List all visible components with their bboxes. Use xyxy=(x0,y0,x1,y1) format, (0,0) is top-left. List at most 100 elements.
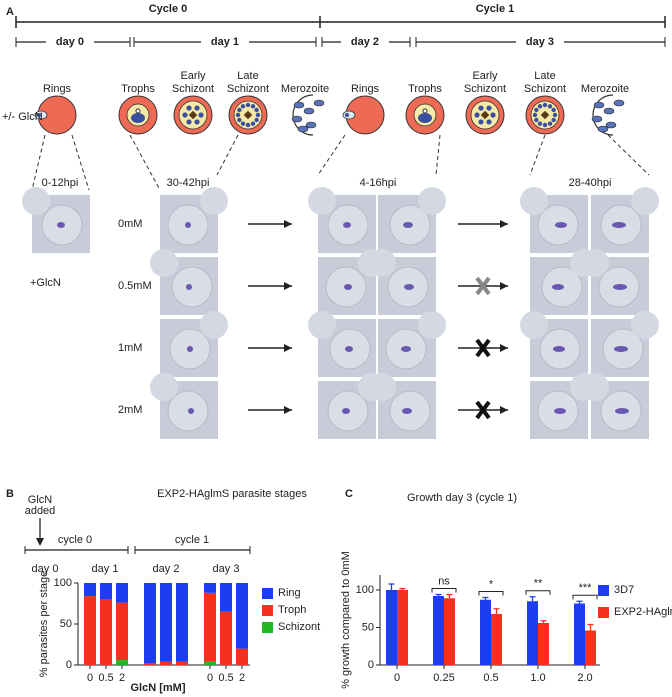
parasite-image xyxy=(342,408,350,414)
bar xyxy=(444,598,455,665)
nucleus xyxy=(532,112,538,118)
nucleus xyxy=(237,117,242,123)
day-label: day 2 xyxy=(351,36,379,48)
bar-segment xyxy=(144,583,156,664)
bar-segment xyxy=(204,592,216,662)
parasite-image xyxy=(613,284,627,290)
nucleus xyxy=(194,105,200,111)
legend-label: Ring xyxy=(278,587,301,599)
bar-segment xyxy=(84,596,96,665)
annotation: GlcN xyxy=(28,494,53,506)
timepoint-label: 0-12hpi xyxy=(42,177,79,189)
parasite-image xyxy=(555,222,567,228)
parasite-image xyxy=(188,408,194,414)
rule xyxy=(529,134,546,176)
error-bar xyxy=(540,620,547,623)
bar-segment xyxy=(236,583,248,649)
timepoint-label: 4-16hpi xyxy=(360,177,397,189)
bar-segment xyxy=(160,583,172,662)
parasite-image xyxy=(187,346,193,352)
day-label: day 1 xyxy=(92,563,119,575)
legend-swatch xyxy=(262,588,273,599)
bar-segment xyxy=(220,583,232,612)
parasite-image xyxy=(404,284,414,290)
parasite-image xyxy=(343,222,351,228)
cycle-label: Cycle 0 xyxy=(149,3,188,15)
nucleus xyxy=(182,112,188,118)
sig-bracket xyxy=(525,590,551,595)
cycle-label: Cycle 1 xyxy=(476,3,515,15)
rule xyxy=(129,134,161,191)
sig-bracket xyxy=(478,591,504,596)
bar xyxy=(397,590,408,665)
nucleus xyxy=(537,104,543,109)
day-label: day 3 xyxy=(213,563,240,575)
rbc-image xyxy=(368,249,396,277)
stage-label: Trophs xyxy=(121,83,155,95)
error-bar xyxy=(482,596,489,600)
arrowhead xyxy=(500,406,508,414)
x-tick-label: 0 xyxy=(87,672,93,684)
x-tick-label: 2 xyxy=(119,672,125,684)
rbc-image xyxy=(418,187,446,215)
rbc-image xyxy=(520,311,548,339)
merozoite xyxy=(597,125,609,133)
significance-label: ** xyxy=(534,578,543,590)
rule xyxy=(607,134,650,176)
nucleus xyxy=(542,102,548,108)
chart-title: EXP2-HAglmS parasite stages xyxy=(157,488,307,500)
merozoite xyxy=(613,99,625,107)
x-axis-label: GlcN [mM] xyxy=(131,682,186,694)
bar xyxy=(527,601,538,665)
merozoite-membrane xyxy=(292,94,314,136)
parasite-image xyxy=(614,346,628,352)
nucleus xyxy=(237,107,242,113)
dot xyxy=(135,108,141,114)
concentration-label: 1mM xyxy=(118,342,142,354)
stage-label: Rings xyxy=(42,83,72,95)
hemozoin xyxy=(480,110,490,120)
bar xyxy=(538,623,549,665)
rbc-image xyxy=(150,249,178,277)
nucleus xyxy=(490,112,496,118)
panel-letter: A xyxy=(6,6,14,18)
parasite-image xyxy=(185,222,191,228)
nucleus xyxy=(478,119,484,125)
parasite-image xyxy=(615,408,629,414)
stage-label: Late Schizont xyxy=(523,70,567,95)
legend-label: Troph xyxy=(278,604,306,616)
nucleus xyxy=(37,113,41,117)
nucleus xyxy=(478,105,484,111)
rbc-image xyxy=(581,249,609,277)
nucleus xyxy=(551,117,556,123)
error-bar xyxy=(388,583,395,590)
bar-segment xyxy=(100,599,112,665)
parasite-image xyxy=(403,222,413,228)
stage-label: Early Schizont xyxy=(171,70,215,95)
stage-label: Rings xyxy=(350,83,380,95)
parasite-image xyxy=(552,284,564,290)
y-tick-label: 0 xyxy=(66,659,72,671)
stage-label: Merozoite xyxy=(280,83,330,95)
significance-label: *** xyxy=(579,582,593,594)
bar xyxy=(480,599,491,665)
nucleus xyxy=(537,121,543,126)
rule xyxy=(71,134,90,191)
rbc-image xyxy=(150,373,178,401)
day-label: day 1 xyxy=(211,36,239,48)
bar-segment xyxy=(116,602,128,661)
arrowhead xyxy=(284,220,292,228)
significance-label: ns xyxy=(438,575,450,587)
bar xyxy=(386,590,397,665)
parasite-image xyxy=(57,222,65,228)
arrowhead xyxy=(284,406,292,414)
rbc-image xyxy=(581,373,609,401)
arrowhead xyxy=(284,282,292,290)
troph xyxy=(418,113,432,123)
nucleus xyxy=(534,117,539,123)
bar-segment xyxy=(116,583,128,603)
nucleus xyxy=(245,102,251,108)
legend-swatch xyxy=(262,622,273,633)
x-tick-label: 0 xyxy=(207,672,213,684)
